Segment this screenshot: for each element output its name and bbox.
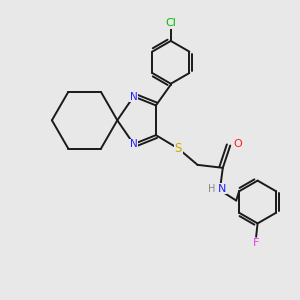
Text: N: N [218,184,226,194]
Text: S: S [175,142,182,155]
Text: Cl: Cl [165,18,176,28]
Text: N: N [130,92,137,101]
Text: N: N [130,139,137,149]
Text: H: H [208,184,215,194]
Text: O: O [233,139,242,149]
Text: F: F [253,238,259,248]
